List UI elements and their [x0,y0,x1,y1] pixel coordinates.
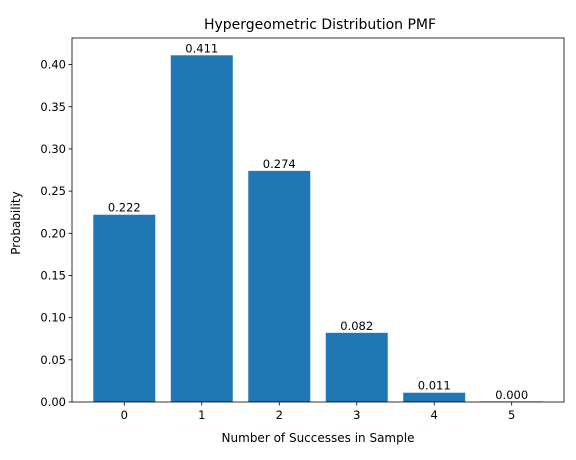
y-tick-label: 0.00 [40,395,66,409]
bar-1 [170,55,233,403]
bar-3 [325,332,388,402]
y-tick-label: 0.35 [40,100,66,114]
y-axis-label: Probability [9,191,23,254]
data-label-1: 0.411 [185,41,218,55]
y-tick-label: 0.05 [40,353,66,367]
y-tick-label: 0.30 [40,142,66,156]
data-label-3: 0.082 [340,319,373,333]
data-labels-layer: 0.222 0.411 0.274 0.082 0.011 0.000 [108,41,528,402]
plot-frame [71,37,565,403]
x-tick-label: 0 [121,408,128,422]
y-tick-label: 0.25 [40,184,66,198]
y-tick-label: 0.40 [40,58,66,72]
x-tick-label: 1 [198,408,205,422]
x-tick-label: 3 [353,408,360,422]
axes-layer: 0.00 0.05 0.10 0.15 0.20 0.25 0.30 0.35 0.40 0 1 2 3… [40,37,565,422]
x-tick-label: 4 [431,408,438,422]
x-tick-label: 2 [276,408,283,422]
data-label-0: 0.222 [108,201,141,215]
bar-4 [403,392,466,402]
bars-layer [93,55,543,403]
x-tick-label: 5 [508,408,515,422]
chart-title: Hypergeometric Distribution PMF [204,17,436,33]
data-label-2: 0.274 [263,157,296,171]
y-tick-label: 0.15 [40,268,66,282]
data-label-5: 0.000 [495,388,528,402]
y-tick-label: 0.10 [40,311,66,325]
y-tick-label: 0.20 [40,226,66,240]
bar-0 [93,214,156,402]
data-label-4: 0.011 [418,379,451,393]
bar-2 [248,170,311,402]
x-axis-label: Number of Successes in Sample [222,431,415,445]
